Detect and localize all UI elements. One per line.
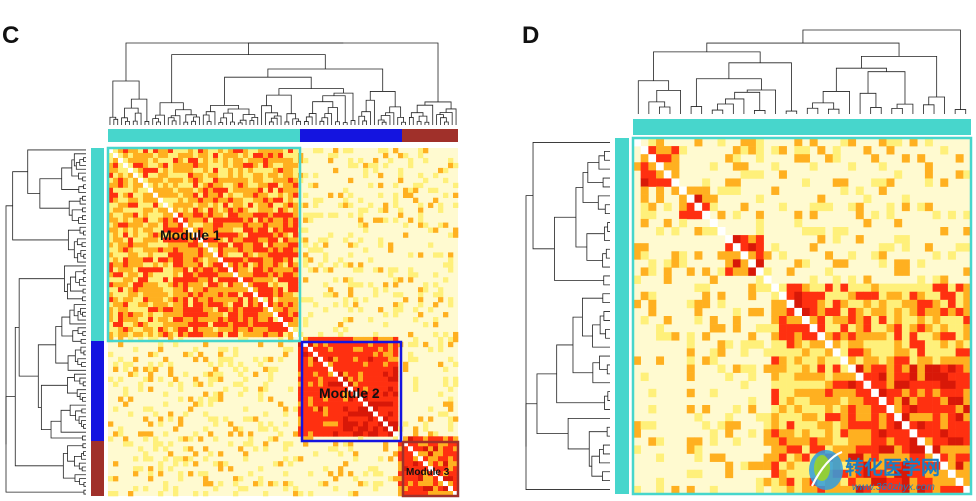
panel-d-top-dendrogram — [637, 29, 967, 114]
panel-c-module-1-box — [106, 146, 302, 343]
panel-d-left-dendrogram — [525, 142, 610, 490]
panel-c-module-3-box — [401, 440, 460, 498]
panel-c-top-bar-module-2 — [300, 129, 402, 142]
watermark-name: 转化医学网 — [845, 456, 940, 479]
module-3-label: Module 3 — [406, 467, 450, 478]
panel-c-left-bar-module-2 — [91, 341, 104, 441]
module-1-label: Module 1 — [160, 227, 221, 243]
watermark: 转化医学网 www.360zhyx.com — [809, 450, 940, 493]
panel-c-left-bar-module-1 — [91, 148, 104, 341]
panel-d-top-bar — [633, 119, 971, 135]
panel-c-left-bar-module-3 — [91, 441, 104, 496]
panel-c-letter: C — [2, 22, 19, 49]
module-2-label: Module 2 — [319, 385, 380, 401]
panel-c-left-dendrogram — [5, 149, 86, 495]
panel-d-heatmap — [633, 138, 972, 495]
panel-c-top-bar-module-3 — [402, 129, 458, 142]
watermark-logo-icon — [809, 450, 843, 490]
panel-d-left-bar — [615, 138, 629, 494]
panel-d-module-box — [631, 136, 973, 496]
panel-c-top-dendrogram — [109, 42, 457, 125]
panel-d-letter: D — [522, 22, 539, 49]
panel-c-heatmap — [108, 148, 459, 497]
panel-c-top-bar-module-1 — [108, 129, 300, 142]
watermark-url: www.360zhyx.com — [852, 482, 935, 493]
panel-c-module-2-box — [300, 340, 403, 443]
